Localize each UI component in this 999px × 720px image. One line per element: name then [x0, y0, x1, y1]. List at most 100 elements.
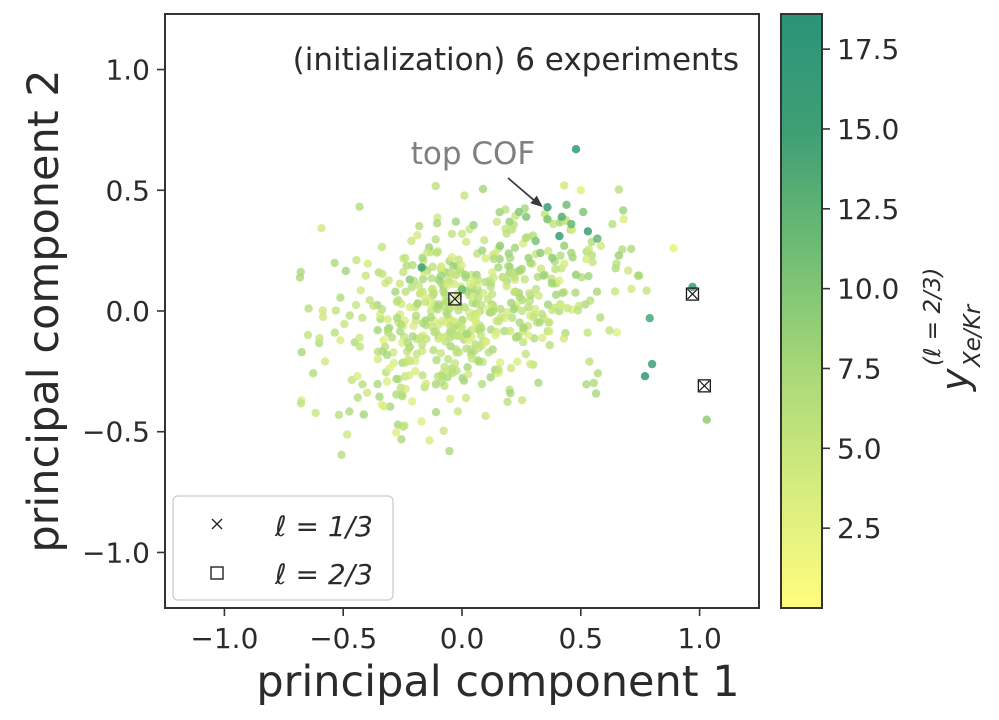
- data-point: [471, 316, 480, 325]
- colorbar-tick-label: 7.5: [837, 352, 882, 385]
- data-point: [391, 287, 400, 296]
- data-point: [593, 369, 603, 378]
- data-point: [341, 266, 350, 276]
- data-point: [536, 264, 546, 273]
- data-point: [486, 373, 495, 382]
- data-point: [534, 378, 543, 387]
- data-point: [481, 411, 490, 421]
- data-point: [392, 428, 401, 437]
- data-point: [297, 348, 306, 357]
- data-point: [502, 229, 511, 238]
- data-point: [404, 343, 414, 352]
- data-point: [571, 288, 580, 297]
- data-point: [430, 327, 439, 337]
- square-marker-icon: [210, 566, 224, 580]
- data-point: [487, 290, 497, 299]
- data-point: [558, 288, 567, 298]
- x-marker: [687, 288, 698, 300]
- data-point: [494, 263, 503, 272]
- data-point: [363, 388, 372, 397]
- colorbar-tick-label: 10.0: [837, 273, 899, 306]
- colorbar-tick-label: 2.5: [837, 512, 882, 545]
- data-point: [593, 234, 602, 243]
- legend-entry-l-two-thirds: ℓ = 2/3: [210, 558, 373, 591]
- data-point: [417, 417, 426, 426]
- colorbar-frame: [780, 13, 823, 609]
- data-point: [469, 220, 478, 230]
- data-point: [610, 287, 620, 296]
- data-point: [560, 181, 569, 190]
- data-point: [556, 301, 565, 310]
- x-marker: [449, 293, 461, 305]
- data-point: [446, 394, 455, 404]
- data-point: [468, 324, 477, 334]
- data-point: [451, 217, 461, 226]
- data-point: [351, 300, 361, 310]
- data-point: [640, 372, 650, 381]
- data-point: [434, 300, 444, 309]
- data-point: [582, 255, 591, 264]
- data-point: [592, 287, 602, 296]
- data-point: [373, 379, 382, 389]
- data-point: [317, 224, 326, 233]
- data-point: [379, 336, 388, 345]
- data-point: [426, 306, 436, 316]
- data-point: [454, 306, 463, 315]
- data-point: [506, 364, 516, 373]
- data-point: [446, 342, 455, 351]
- data-point: [596, 241, 605, 251]
- x-axis-label: principal component 1: [256, 657, 739, 707]
- data-point: [453, 407, 463, 416]
- data-point: [481, 254, 490, 263]
- data-point: [494, 317, 504, 326]
- data-point: [453, 331, 462, 341]
- data-point: [543, 300, 553, 309]
- x-tick-label: 0.0: [440, 622, 485, 655]
- data-point: [448, 268, 457, 277]
- data-point: [296, 399, 306, 408]
- data-point: [495, 208, 504, 217]
- y-tick-label: −0.5: [82, 416, 150, 449]
- data-point: [389, 348, 398, 357]
- data-point: [488, 345, 497, 354]
- data-point: [436, 271, 446, 281]
- data-point: [418, 253, 427, 262]
- data-point: [669, 244, 678, 253]
- data-point: [474, 344, 483, 353]
- data-point: [416, 333, 425, 342]
- data-point: [478, 184, 488, 194]
- data-point: [417, 263, 426, 272]
- data-point: [363, 259, 372, 268]
- data-point: [583, 227, 593, 236]
- data-point: [382, 350, 392, 360]
- legend-box: [172, 495, 394, 601]
- data-point: [450, 359, 460, 368]
- data-point: [482, 337, 491, 347]
- data-point: [408, 332, 417, 341]
- data-point: [478, 246, 487, 255]
- data-point: [427, 274, 436, 283]
- data-point: [457, 229, 467, 238]
- data-point: [445, 446, 454, 456]
- data-point: [612, 259, 621, 268]
- x-tick-label: −0.5: [309, 622, 377, 655]
- data-point: [505, 217, 514, 226]
- data-point: [513, 357, 522, 366]
- data-point: [436, 349, 446, 358]
- data-point: [373, 326, 382, 335]
- legend-label: ℓ = 2/3: [274, 558, 373, 591]
- data-point: [647, 359, 657, 369]
- data-point: [446, 322, 455, 331]
- data-point: [431, 235, 440, 244]
- data-point: [461, 270, 470, 280]
- data-point: [627, 244, 636, 254]
- data-point: [449, 279, 459, 289]
- colorbar-tick-label: 17.5: [837, 33, 899, 66]
- data-point: [395, 279, 405, 288]
- data-point: [505, 326, 515, 336]
- data-point: [499, 273, 508, 282]
- data-point: [336, 336, 345, 345]
- data-point: [521, 233, 530, 243]
- data-point: [584, 272, 593, 281]
